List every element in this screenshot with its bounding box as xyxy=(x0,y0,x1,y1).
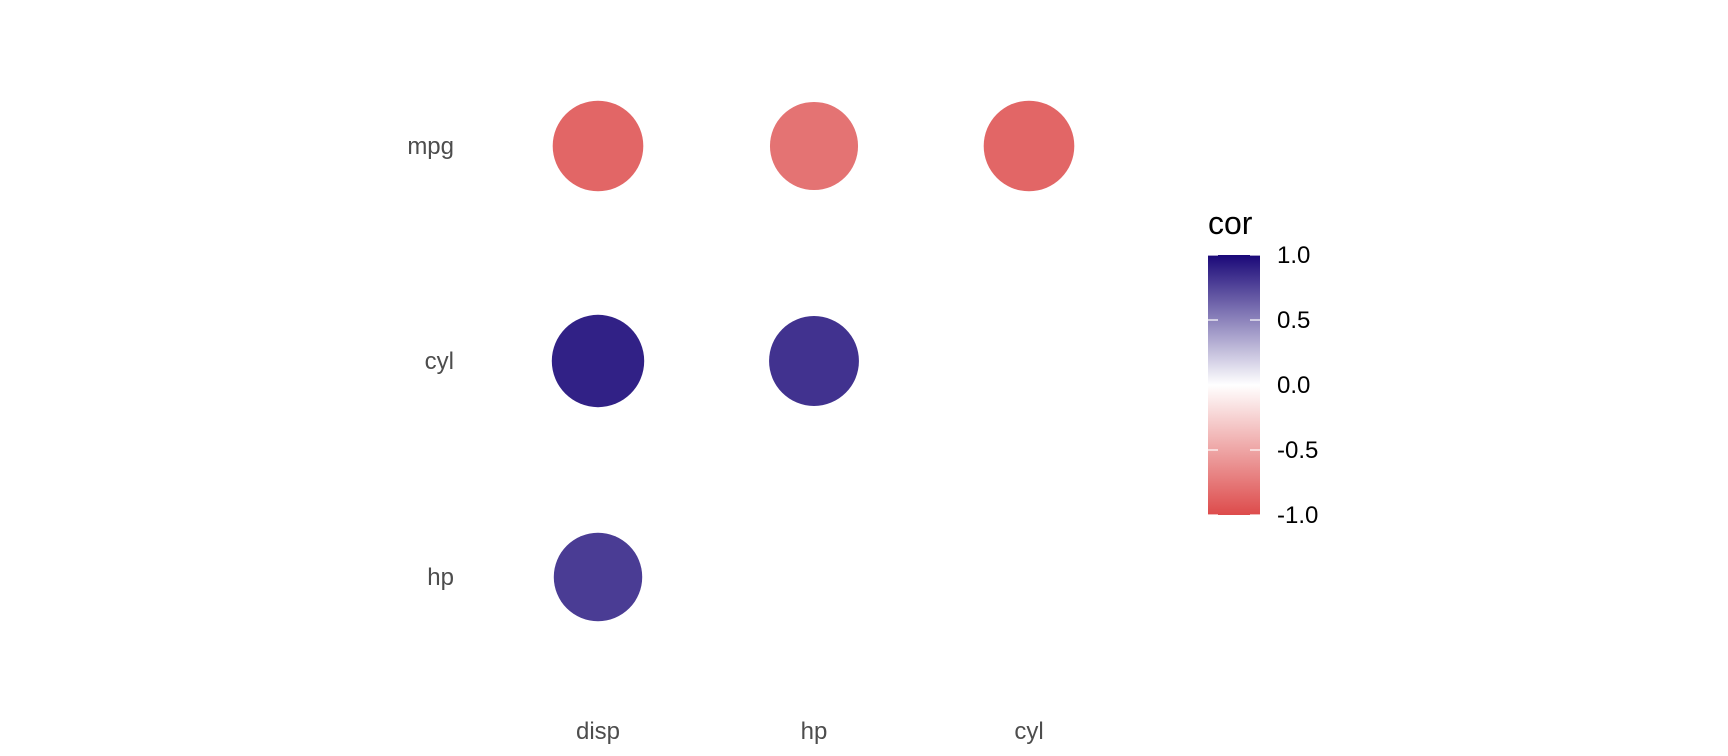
point-disp-mpg xyxy=(552,100,644,192)
y-tick-label-cyl: cyl xyxy=(425,348,454,375)
color-legend: cor 1.0 0.5 0.0 -0.5 -1.0 xyxy=(1208,205,1318,529)
y-axis-labels: mpg cyl hp xyxy=(407,133,454,591)
x-tick-label-cyl: cyl xyxy=(1014,718,1043,745)
point-hp-cyl xyxy=(769,316,859,406)
point-hp-mpg xyxy=(769,101,859,191)
x-tick-label-disp: disp xyxy=(576,718,620,745)
legend-tick-label-2: 0.0 xyxy=(1277,372,1310,399)
point-cyl-mpg xyxy=(983,100,1075,192)
points-layer xyxy=(551,100,1075,622)
x-tick-label-hp: hp xyxy=(801,718,828,745)
x-axis-labels: disp hp cyl xyxy=(576,718,1044,745)
point-disp-hp xyxy=(553,532,643,622)
y-tick-label-hp: hp xyxy=(427,564,454,591)
y-tick-label-mpg: mpg xyxy=(407,133,454,160)
legend-tick-label-1: 0.5 xyxy=(1277,307,1310,334)
legend-tick-label-3: -0.5 xyxy=(1277,437,1318,464)
legend-tick-label-0: 1.0 xyxy=(1277,242,1310,269)
legend-tick-label-4: -1.0 xyxy=(1277,502,1318,529)
legend-title: cor xyxy=(1208,205,1253,241)
point-disp-cyl xyxy=(551,314,645,408)
